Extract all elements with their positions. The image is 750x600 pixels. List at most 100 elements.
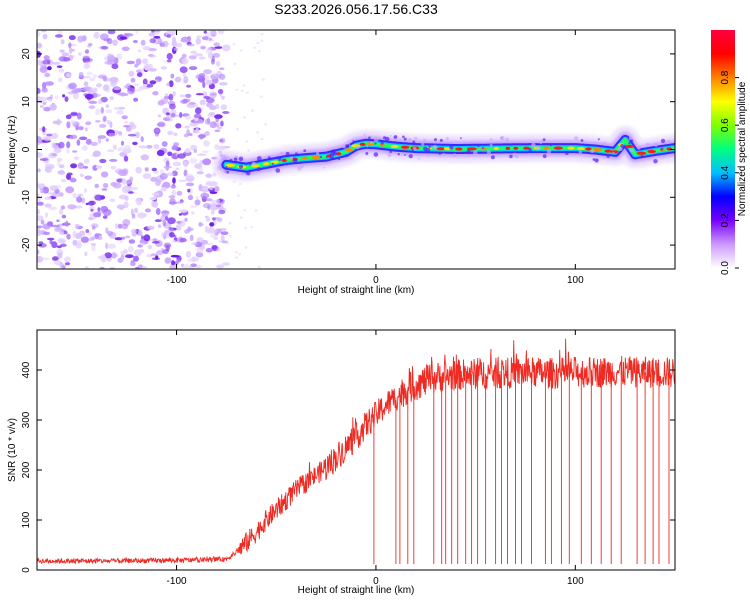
noise-blob — [87, 200, 95, 206]
noise-blob — [184, 169, 188, 177]
track-speck — [404, 154, 406, 156]
noise-blob — [47, 192, 56, 195]
noise-blob — [64, 96, 69, 102]
noise-blob — [130, 262, 136, 267]
track-speck — [432, 144, 438, 150]
noise-blob — [202, 158, 212, 166]
noise-blob — [199, 135, 204, 140]
noise-blob — [84, 58, 93, 62]
noise-blob — [91, 244, 96, 252]
noise-blob — [256, 41, 260, 45]
noise-blob — [209, 234, 218, 238]
track-speck — [434, 138, 437, 142]
noise-blob — [72, 230, 77, 238]
track-speck — [578, 150, 582, 154]
noise-blob — [242, 84, 246, 87]
noise-blob — [202, 81, 206, 88]
track-speck — [233, 157, 238, 161]
noise-blob — [98, 99, 103, 105]
noise-blob — [90, 141, 98, 146]
track-speck — [531, 142, 536, 148]
noise-blob — [183, 160, 188, 168]
noise-blob — [220, 235, 225, 242]
noise-blob — [72, 239, 78, 246]
noise-blob — [175, 123, 182, 129]
noise-blob — [60, 243, 67, 247]
noise-blob — [85, 229, 90, 233]
noise-blob — [208, 105, 217, 111]
noise-blob — [78, 126, 84, 131]
colorbar-tick-label: 0.4 — [720, 165, 731, 179]
track-speck — [473, 150, 478, 155]
track-speck — [408, 154, 413, 159]
noise-blob — [111, 63, 119, 70]
noise-blob — [160, 98, 169, 104]
noise-blob — [161, 40, 169, 48]
noise-blob — [194, 199, 201, 206]
x-tick-label: 0 — [373, 275, 379, 286]
track-hotspot — [553, 146, 563, 150]
track-hotspot — [436, 147, 445, 151]
noise-blob — [100, 205, 109, 212]
noise-blob — [220, 120, 224, 127]
noise-blob — [82, 75, 91, 79]
noise-blob — [75, 125, 79, 131]
noise-blob — [219, 137, 226, 144]
noise-blob — [142, 58, 149, 65]
track-speck — [303, 149, 307, 153]
noise-blob — [37, 225, 43, 229]
noise-blob — [42, 59, 51, 65]
noise-blob — [117, 169, 127, 176]
noise-blob — [79, 230, 86, 237]
noise-blob — [219, 228, 227, 231]
noise-blob — [109, 158, 118, 162]
track-speck — [411, 148, 414, 151]
noise-blob — [205, 198, 213, 202]
track-speck — [285, 162, 289, 166]
noise-blob — [92, 150, 101, 157]
track-speck — [629, 148, 634, 153]
noise-blob — [89, 237, 93, 242]
noise-blob — [117, 106, 126, 110]
noise-blob — [138, 145, 148, 149]
noise-blob — [93, 212, 101, 218]
noise-blob — [109, 96, 114, 101]
noise-blob — [137, 49, 141, 53]
noise-blob — [83, 63, 91, 69]
noise-blob — [127, 133, 137, 137]
track-speck — [590, 149, 595, 153]
noise-blob — [194, 163, 203, 170]
noise-blob — [236, 194, 240, 197]
noise-blob — [39, 158, 49, 161]
noise-blob — [76, 239, 82, 246]
noise-blob — [63, 230, 68, 235]
track-speck — [603, 141, 606, 145]
track-speck — [606, 154, 610, 158]
noise-blob — [163, 242, 172, 248]
noise-blob — [105, 109, 113, 114]
track-speck — [660, 138, 666, 144]
noise-blob — [100, 96, 108, 103]
noise-blob — [194, 53, 204, 57]
noise-blob — [196, 247, 204, 254]
noise-blob — [84, 251, 88, 257]
noise-blob — [59, 56, 68, 62]
track-hotspot — [625, 144, 635, 148]
track-speck — [489, 138, 493, 141]
noise-blob — [153, 143, 160, 150]
noise-blob — [112, 182, 122, 189]
noise-blob — [77, 35, 85, 42]
x-tick-label: -100 — [167, 576, 187, 587]
track-speck — [380, 141, 384, 145]
noise-blob — [84, 158, 90, 164]
colorbar-tick-label: 0.2 — [720, 213, 731, 227]
noise-blob — [85, 121, 92, 126]
noise-blob — [180, 219, 186, 227]
track-hotspot — [604, 149, 612, 153]
noise-blob — [222, 111, 230, 114]
noise-blob — [161, 141, 168, 147]
noise-blob — [78, 71, 84, 78]
noise-blob — [264, 123, 268, 126]
noise-blob — [70, 163, 78, 169]
noise-blob — [166, 34, 171, 38]
